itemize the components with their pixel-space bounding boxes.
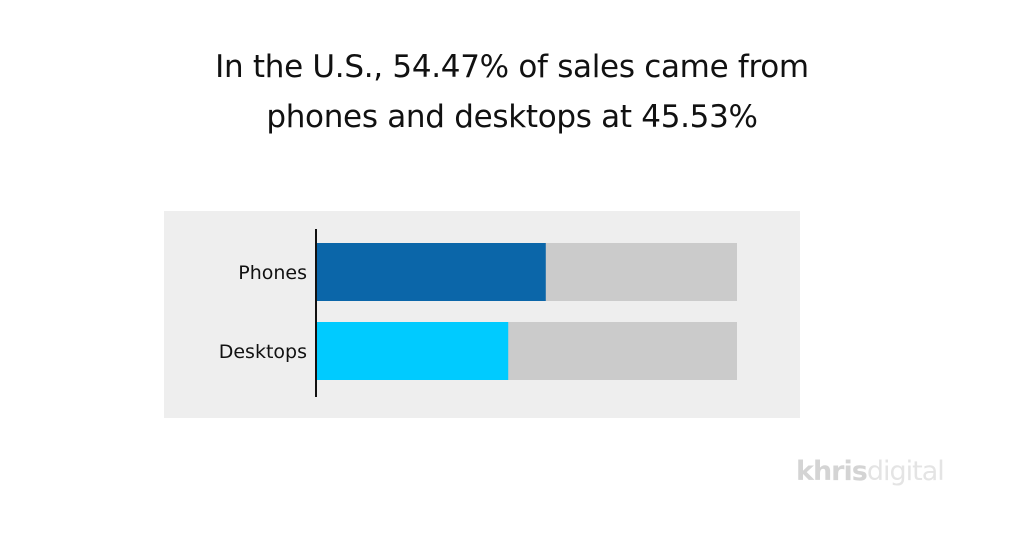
- logo-part-1: khris: [796, 456, 868, 487]
- title-line-2: phones and desktops at 45.53%: [266, 99, 758, 135]
- chart-title: In the U.S., 54.47% of sales came from p…: [0, 42, 1024, 142]
- category-label-desktops: Desktops: [219, 341, 307, 363]
- bar-desktops: [317, 322, 509, 380]
- category-label-phones: Phones: [238, 262, 307, 284]
- bar-phones: [317, 243, 546, 301]
- logo-part-2: digital: [866, 456, 945, 487]
- title-line-1: In the U.S., 54.47% of sales came from: [215, 49, 809, 85]
- khrisdigital-logo: khrisdigital: [796, 456, 945, 487]
